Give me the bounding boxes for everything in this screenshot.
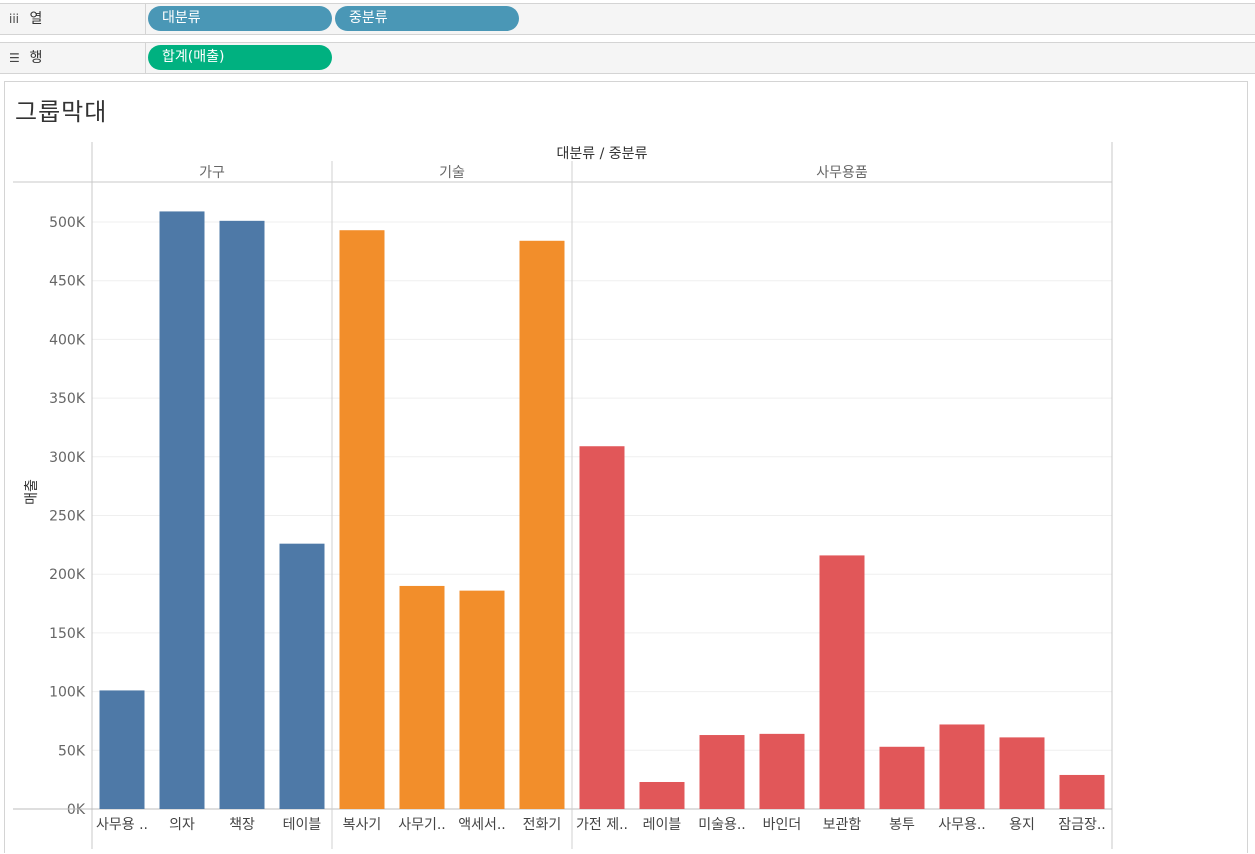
y-tick-label: 0K	[67, 802, 86, 818]
y-tick-label: 450K	[49, 274, 86, 290]
rows-icon: ☰	[9, 51, 20, 65]
x-tick-label: 가전 제..	[576, 817, 628, 833]
y-tick-label: 50K	[58, 743, 86, 759]
bar	[879, 746, 925, 809]
x-tick-label: 의자	[169, 817, 195, 833]
y-tick-label: 200K	[49, 567, 86, 583]
x-tick-label: 사무용..	[938, 817, 986, 833]
y-tick-label: 100K	[49, 685, 86, 701]
x-tick-label: 봉투	[889, 817, 915, 833]
bar	[99, 690, 145, 809]
rows-label: 행	[29, 50, 43, 66]
bar	[759, 733, 805, 809]
bar	[339, 230, 385, 809]
bar	[699, 735, 745, 809]
header-label: 대분류 / 중분류	[557, 146, 648, 162]
x-tick-label: 미술용..	[698, 817, 746, 833]
x-tick-label: 테이블	[283, 817, 322, 833]
x-tick-label: 용지	[1009, 817, 1035, 833]
x-tick-label: 잠금장..	[1058, 817, 1106, 833]
visualization-area: 그룹막대 0K 50K 100K 150K 200K 250K 300K 350K 400K 45…	[4, 81, 1248, 853]
x-tick-label: 복사기	[343, 817, 382, 833]
rows-shelf: ☰ 행 합계(매출)	[0, 42, 1255, 74]
bar	[159, 211, 205, 809]
y-tick-label: 350K	[49, 391, 86, 407]
pill-sum-sales[interactable]: 합계(매출)	[148, 45, 332, 70]
bar	[939, 724, 985, 809]
x-tick-label: 전화기	[523, 817, 562, 833]
bar	[639, 781, 685, 809]
sheet-title: 그룹막대	[15, 98, 108, 126]
bar	[1059, 774, 1105, 809]
pill-category[interactable]: 대분류	[148, 6, 332, 31]
bar	[399, 585, 445, 809]
bar	[819, 555, 865, 809]
x-tick-label: 액세서..	[458, 817, 506, 833]
columns-label: 열	[29, 11, 43, 27]
y-tick-label: 400K	[49, 332, 86, 348]
x-tick-label: 사무용 ..	[96, 817, 148, 833]
bar	[579, 446, 625, 809]
y-tick-label: 300K	[49, 450, 86, 466]
y-tick-label: 150K	[49, 626, 86, 642]
x-tick-label: 사무기..	[398, 817, 446, 833]
columns-shelf: iii 열 대분류 중분류	[0, 3, 1255, 35]
columns-icon: iii	[9, 12, 20, 26]
y-axis-label: 매출	[24, 479, 40, 505]
x-tick-label: 레이블	[643, 817, 682, 833]
x-tick-label: 보관함	[823, 817, 862, 833]
columns-shelf-label: iii 열	[0, 4, 146, 34]
y-tick-label: 500K	[49, 215, 86, 231]
x-tick-label: 바인더	[763, 817, 802, 833]
rows-shelf-label: ☰ 행	[0, 43, 146, 73]
bar	[999, 737, 1045, 809]
chart: 0K 50K 100K 150K 200K 250K 300K 350K 400K 450K 500…	[13, 142, 1113, 849]
group-header: 가구	[199, 165, 225, 181]
bar	[519, 240, 565, 809]
group-header: 기술	[439, 165, 465, 181]
bar	[219, 220, 265, 810]
x-tick-label: 책장	[229, 817, 255, 833]
bar	[279, 543, 325, 809]
bar	[459, 590, 505, 809]
y-tick-label: 250K	[49, 509, 86, 525]
group-header: 사무용품	[816, 165, 868, 181]
pill-subcategory[interactable]: 중분류	[335, 6, 519, 31]
